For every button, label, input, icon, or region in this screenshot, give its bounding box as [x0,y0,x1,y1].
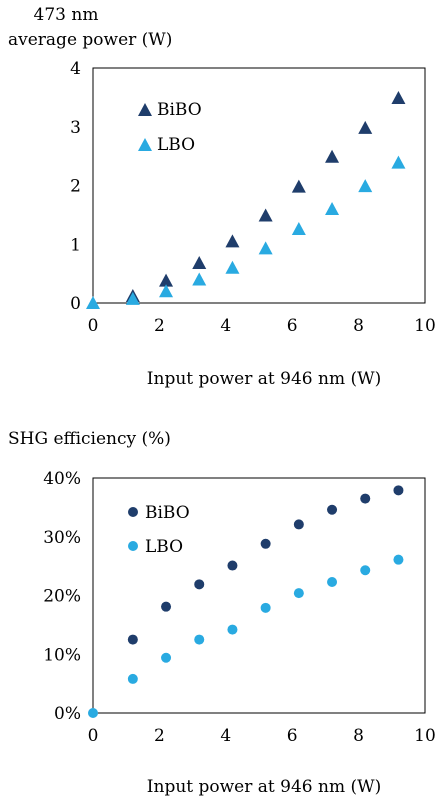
c1-x-tick-label: 0 [88,316,99,336]
c1-point-bibo [391,90,406,104]
c2-x-tick-label: 0 [88,726,99,746]
chart2-ylabel: SHG efficiency (%) [8,429,171,449]
c1-point-bibo [358,120,373,134]
chart1-plot-frame [92,67,426,304]
c1-y-tick-label: 0 [70,294,81,314]
c1-x-tick-label: 8 [353,316,364,336]
c1-point-lbo [358,179,373,193]
c2-point-lbo [127,673,138,684]
chart1-legend-marker-bibo [138,103,152,116]
c1-point-lbo [258,241,273,255]
c1-point-bibo [325,149,340,163]
c2-x-tick-label: 2 [154,726,165,746]
c2-point-bibo [360,493,371,504]
chart-1: 473 nm average power (W) 0 1 2 3 4 0 2 4 6 8 10 B… [8,5,436,389]
c2-y-tick-label: 40% [43,469,81,489]
c2-point-bibo [293,519,304,530]
c2-y-tick-label: 10% [43,645,81,665]
chart1-ylabel-line1: 473 nm [34,5,99,25]
chart2-legend-marker-lbo [128,541,138,551]
c2-point-bibo [194,579,205,590]
c2-point-lbo [327,576,338,587]
c2-x-tick-label: 10 [414,726,436,746]
chart-2: SHG efficiency (%) 0% 10% 20% 30% 40% 0 2 4 6 8 1… [8,429,436,797]
c1-point-bibo [225,234,240,248]
c1-point-bibo [192,256,207,270]
c1-point-bibo [159,273,174,287]
c1-x-tick-label: 4 [220,316,231,336]
c2-point-bibo [227,560,238,571]
chart2-y-tick-labels: 0% 10% 20% 30% 40% [43,469,81,724]
c1-point-lbo [391,155,406,169]
chart1-y-tick-labels: 0 1 2 3 4 [70,59,81,314]
chart2-xlabel: Input power at 946 nm (W) [147,777,381,797]
c1-y-tick-label: 3 [70,118,81,138]
c2-point-lbo [88,708,98,718]
chart2-legend-label-lbo: LBO [145,537,183,557]
c2-point-bibo [327,504,338,515]
c2-x-tick-label: 4 [220,726,231,746]
chart2-legend: BiBO LBO [128,503,190,557]
c2-point-bibo [260,538,271,549]
c1-x-tick-label: 6 [287,316,298,336]
c2-point-bibo [127,634,138,645]
chart1-legend-marker-lbo [138,138,152,151]
c2-point-lbo [293,588,304,599]
c1-point-bibo [258,208,273,222]
chart1-legend-label-bibo: BiBO [157,100,202,120]
c1-y-tick-label: 2 [70,177,81,197]
c1-y-tick-label: 4 [70,59,81,79]
c1-y-tick-label: 1 [70,235,81,255]
c1-point-bibo [291,179,306,193]
chart1-data-points [86,90,406,309]
c1-point-lbo [225,260,240,274]
c1-point-lbo [125,291,140,305]
c1-point-lbo [159,284,174,298]
c2-x-tick-label: 6 [287,726,298,746]
chart2-legend-marker-bibo [128,507,138,517]
chart2-x-tick-labels: 0 2 4 6 8 10 [88,726,436,746]
c2-point-lbo [227,624,238,635]
chart2-plot-frame [92,477,426,714]
c2-point-lbo [194,634,205,645]
c1-x-tick-label: 10 [414,316,436,336]
c1-point-lbo [291,221,306,235]
c2-y-tick-label: 30% [43,528,81,548]
chart2-data-points [88,485,404,718]
c2-point-lbo [360,565,371,576]
c1-x-tick-label: 2 [154,316,165,336]
c2-y-tick-label: 0% [54,704,81,724]
c1-point-lbo [325,202,340,215]
chart2-legend-label-bibo: BiBO [145,503,190,523]
chart1-legend-label-lbo: LBO [157,135,195,155]
c2-point-bibo [161,601,172,612]
c1-point-lbo [86,296,100,309]
chart1-ylabel-line2: average power (W) [8,30,172,50]
c2-point-lbo [393,554,404,565]
c2-y-tick-label: 20% [43,587,81,607]
chart1-xlabel: Input power at 946 nm (W) [147,369,381,389]
c2-point-bibo [393,485,404,496]
c2-point-lbo [161,652,172,663]
chart1-legend: BiBO LBO [138,100,202,155]
c1-point-lbo [192,272,207,286]
c2-point-lbo [260,602,271,613]
c2-x-tick-label: 8 [353,726,364,746]
chart1-x-tick-labels: 0 2 4 6 8 10 [88,316,436,336]
